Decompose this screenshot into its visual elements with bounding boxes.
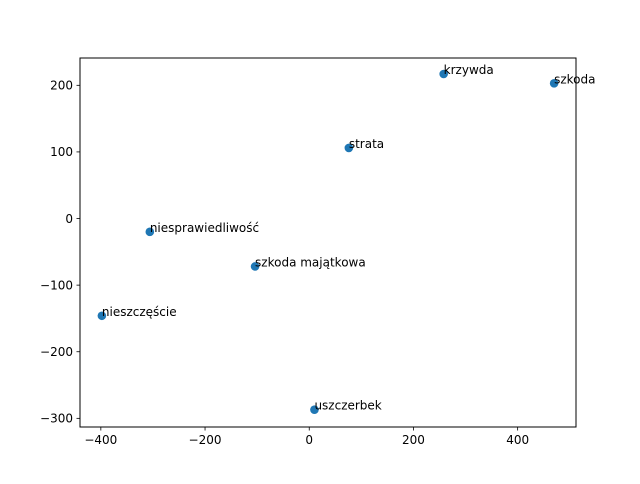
y-tick-label: 0 bbox=[65, 212, 73, 226]
x-tick-label: 400 bbox=[506, 433, 529, 447]
point-label: krzywda bbox=[444, 63, 494, 77]
y-tick-label: 100 bbox=[50, 145, 73, 159]
x-tick-label: −400 bbox=[84, 433, 117, 447]
plot-frame bbox=[79, 57, 577, 428]
scatter-point bbox=[439, 69, 448, 79]
x-tick-label: −200 bbox=[189, 433, 222, 447]
marks-layer bbox=[97, 69, 559, 414]
scatter-point bbox=[145, 227, 155, 237]
axes-layer: −400 −200 0 200 400 −300 −200 −100 0 100 200 bbox=[40, 79, 529, 447]
plot-background bbox=[80, 58, 576, 427]
scatter-point bbox=[250, 262, 260, 271]
point-label: uszczerbek bbox=[314, 399, 381, 413]
scatter-point bbox=[549, 79, 559, 88]
y-tick-label: −300 bbox=[40, 412, 73, 426]
point-label: niesprawiedliwość bbox=[150, 221, 259, 235]
point-label: szkoda bbox=[554, 72, 595, 86]
point-label: nieszczęście bbox=[102, 305, 177, 319]
scatter-point bbox=[310, 405, 319, 414]
labels-layer: krzywda szkoda strata niesprawiedliwość szko… bbox=[102, 63, 596, 413]
point-label: strata bbox=[349, 137, 384, 151]
y-tick-label: −100 bbox=[40, 278, 73, 292]
scatter-point bbox=[97, 311, 107, 321]
y-tick-label: 200 bbox=[50, 79, 73, 93]
point-label: szkoda majątkowa bbox=[255, 255, 366, 269]
x-tick-label: 0 bbox=[305, 433, 313, 447]
scatter-point bbox=[344, 143, 354, 153]
x-tick-label: 200 bbox=[402, 433, 425, 447]
y-tick-label: −200 bbox=[40, 345, 73, 359]
